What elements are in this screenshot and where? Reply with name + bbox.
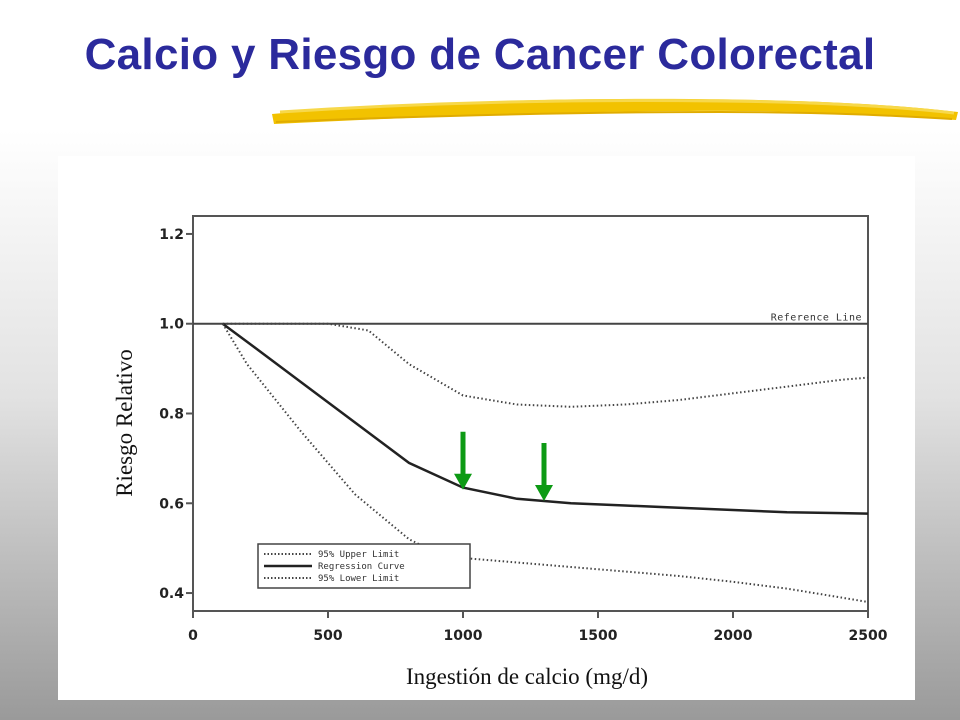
reference-line-label: Reference Line [771,313,862,324]
legend-label-regression: Regression Curve [318,562,405,572]
slide-title: Calcio y Riesgo de Cancer Colorectal [84,30,876,79]
y-axis-ticks: 0.4 0.6 0.8 1.0 1.2 [159,227,193,602]
y-tick-label: 0.6 [159,496,184,512]
annotation-arrows [454,431,553,502]
chart-svg: 0 500 1000 1500 2000 2500 0.4 0.6 0.8 1.0 1.2 Ref… [112,215,888,689]
legend-label-lower: 95% Lower Limit [318,574,399,584]
series-line-regression-curve [221,322,869,515]
y-tick-label: 1.2 [159,227,184,243]
brushstroke-shadow [275,110,953,123]
chart-panel: 0 500 1000 1500 2000 2500 0.4 0.6 0.8 1.0 1.2 Ref… [58,156,915,700]
series-line-upper-limit [222,322,869,408]
x-tick-label: 2000 [714,628,753,644]
legend-label-upper: 95% Upper Limit [318,550,399,560]
brushstroke-main [272,98,958,124]
x-tick-label: 0 [188,628,198,644]
y-tick-label: 0.8 [159,407,184,423]
title-underline-brushstroke [272,98,958,124]
y-tick-label: 1.0 [159,317,184,333]
x-axis-title: Ingestión de calcio (mg/d) [406,664,648,689]
legend-box [257,543,471,589]
y-tick-label: 0.4 [159,586,184,602]
arrow-head [535,485,553,502]
y-axis-title: Riesgo Relativo [112,349,137,497]
brushstroke-highlight [279,99,955,115]
x-tick-label: 1000 [444,628,483,644]
x-axis-ticks: 0 500 1000 1500 2000 2500 [188,611,888,644]
series-line-lower-limit [221,323,869,603]
green-arrow-down [535,443,553,502]
green-arrow-down [454,431,472,490]
arrow-head [454,473,472,490]
x-tick-label: 500 [313,628,342,644]
x-tick-label: 1500 [579,628,618,644]
legend: 95% Upper Limit Regression Curve 95% Low… [257,543,471,589]
x-tick-label: 2500 [849,628,888,644]
